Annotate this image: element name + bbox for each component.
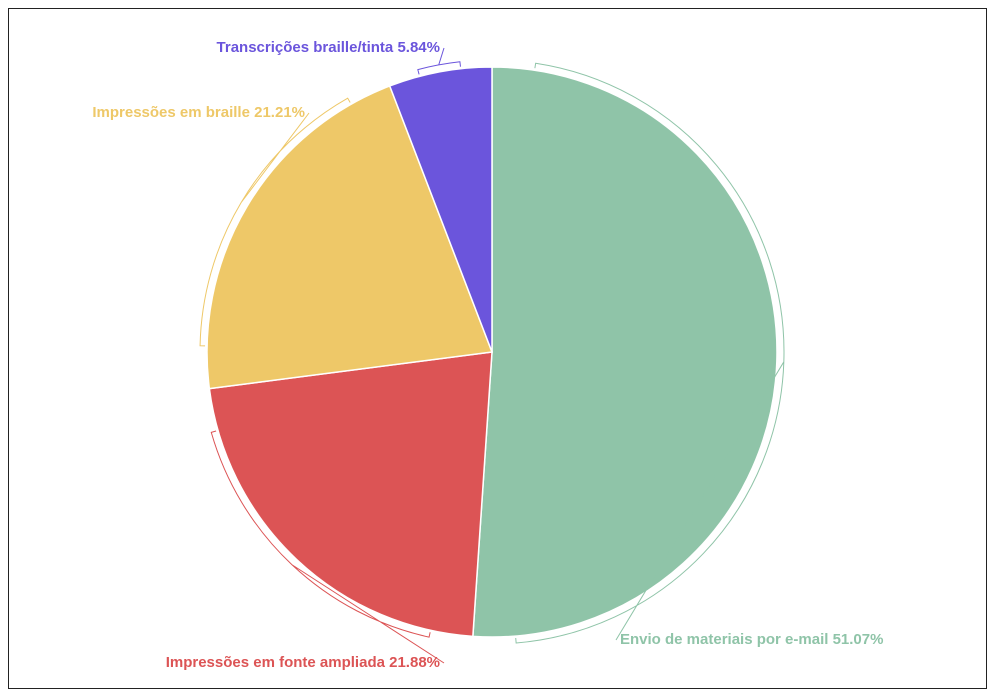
slice-label: Impressões em fonte ampliada 21.88% [166, 654, 440, 671]
pie-slice [388, 66, 493, 353]
label-name: Transcrições braille/tinta [217, 39, 394, 56]
leader-line [210, 430, 445, 664]
pie-slice [206, 85, 494, 390]
leader-line [515, 62, 785, 644]
label-value: 21.21% [254, 104, 305, 121]
pie-slice [472, 66, 778, 638]
leader-line [199, 97, 351, 347]
label-value: 21.88% [389, 654, 440, 671]
label-name: Envio de materiais por e-mail [620, 631, 828, 648]
label-name: Impressões em fonte ampliada [166, 654, 386, 671]
pie-slice [208, 351, 493, 638]
label-value: 51.07% [833, 631, 884, 648]
slice-label: Envio de materiais por e-mail 51.07% [620, 631, 883, 648]
slice-label: Transcrições braille/tinta 5.84% [217, 39, 440, 56]
leader-line [417, 47, 461, 75]
slice-label: Impressões em braille 21.21% [92, 104, 305, 121]
label-name: Impressões em braille [92, 104, 250, 121]
label-value: 5.84% [397, 39, 440, 56]
